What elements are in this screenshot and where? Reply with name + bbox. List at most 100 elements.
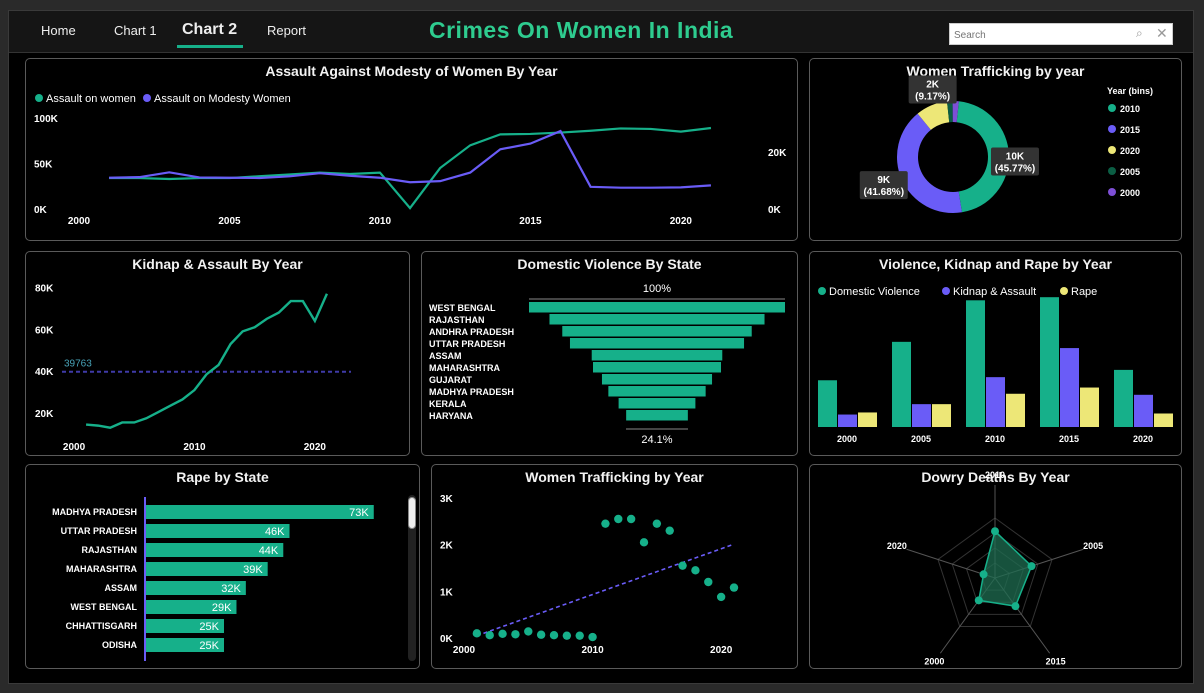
bar (146, 543, 284, 557)
bar (146, 619, 224, 633)
data-label: 25K (199, 621, 219, 633)
bar (146, 581, 246, 595)
data-label: 39K (243, 564, 263, 576)
bar (1040, 297, 1059, 427)
x-tick-label: 2000 (68, 216, 91, 227)
nav-home[interactable]: Home (41, 23, 76, 38)
chart-assault: Assault on women Assault on Modesty Women… (34, 93, 787, 227)
y-tick-label: 20K (35, 409, 54, 420)
scrollbar[interactable] (408, 495, 416, 661)
radar-point (979, 570, 988, 579)
legend-marker (1108, 125, 1116, 133)
y-tick-label: 3K (440, 494, 454, 505)
scatter-point (704, 577, 713, 587)
y-tick-label: 0K (440, 634, 454, 645)
scatter-point (639, 538, 649, 547)
radar-area (977, 529, 1033, 607)
series-line (109, 126, 712, 210)
category-label: ANDHRA PRADESH (429, 327, 514, 337)
legend-marker (818, 287, 826, 295)
chart-trafficking-donut: 10K(45.77%) 9K(41.68%) 2K(9.17%) Year (bins… (859, 75, 1153, 214)
y-tick-label: 40K (35, 367, 54, 378)
category-label: UTTAR PRADESH (61, 526, 137, 536)
radar-axis-label: 2000 (924, 656, 944, 666)
x-tick-label: 2020 (710, 645, 733, 656)
funnel-bar (529, 302, 785, 313)
data-label-box (908, 75, 957, 104)
scatter-point (524, 627, 533, 636)
scatter-point (575, 631, 584, 640)
category-label: HARYANA (429, 411, 473, 421)
category-label: WEST BENGAL (429, 303, 496, 313)
legend-title: Year (bins) (1107, 86, 1153, 96)
funnel-bar (562, 326, 752, 337)
bar (912, 404, 931, 427)
average-label: 39763 (64, 359, 92, 370)
x-tick-label: 2015 (519, 216, 542, 227)
close-icon[interactable]: ✕ (1156, 25, 1168, 41)
chart-kidnap: 20K 40K 60K 80K 2000 2010 2020 39763 (35, 283, 351, 453)
chart-title: Kidnap & Assault By Year (132, 256, 303, 272)
y-tick-label: 1K (440, 587, 454, 598)
scatter-point (588, 632, 597, 642)
bar (1114, 369, 1133, 427)
category-label: ASSAM (104, 583, 137, 593)
donut-slice (897, 113, 962, 214)
category-label: ASSAM (429, 351, 462, 361)
scatter-point (498, 629, 507, 638)
bar (146, 562, 268, 576)
chart-dowry: 2010 2005 2015 2000 2020 (887, 470, 1103, 667)
search-icon[interactable]: ⌕ (1136, 26, 1143, 40)
panel-assault: Assault Against Modesty of Women By Year… (25, 58, 798, 241)
y2-tick-label: 20K (768, 148, 787, 159)
x-tick-label: 2010 (369, 216, 392, 227)
y2-tick-label: 0K (768, 205, 782, 216)
nav-chart-1[interactable]: Chart 1 (114, 23, 157, 38)
bar (932, 404, 951, 427)
legend-label: 2015 (1120, 125, 1140, 135)
radar-axis-label: 2005 (1083, 541, 1103, 551)
legend-label: 2020 (1120, 146, 1140, 156)
funnel-bar (618, 398, 696, 409)
radar-point (974, 596, 983, 605)
search-input[interactable] (954, 26, 1130, 44)
legend-label: 2005 (1120, 167, 1140, 177)
bar (146, 600, 237, 614)
x-tick-label: 2005 (218, 216, 241, 227)
chart-domestic: 100% WEST BENGAL RAJASTHAN ANDHRA PRADESH UT… (429, 283, 785, 446)
radar-axis-label: 2020 (887, 541, 907, 551)
data-label: 2K (926, 79, 940, 90)
bar (146, 524, 290, 538)
nav-chart-2[interactable]: Chart 2 (182, 21, 238, 38)
scatter-point (691, 566, 700, 575)
legend-marker (1108, 146, 1116, 154)
panel-trafficking-scatter: Women Trafficking by Year 0K 1K 2K 3K 2000 20… (431, 464, 798, 669)
chart-title: Rape by State (176, 469, 269, 485)
data-label: (45.77%) (995, 163, 1036, 174)
nav-report[interactable]: Report (267, 23, 307, 38)
y-tick-label: 60K (35, 325, 54, 336)
page-title: Crimes On Women In India (429, 17, 734, 43)
chart-title: Assault Against Modesty of Women By Year (265, 63, 558, 79)
category-label: KERALA (429, 399, 467, 409)
category-label: MADHYA PRADESH (52, 507, 137, 517)
bar (146, 638, 224, 652)
x-tick-label: 2010 (581, 645, 604, 656)
category-label: RAJASTHAN (81, 545, 137, 555)
panel-rape: Rape by State MADHYA PRADESH 73K UTTAR PRA… (25, 464, 420, 669)
x-tick-label: 2010 (183, 442, 206, 453)
data-label: 10K (1006, 151, 1025, 162)
funnel-bar (626, 410, 688, 421)
scatter-point (601, 519, 610, 528)
bar (1060, 348, 1079, 427)
scrollbar-thumb[interactable] (408, 497, 416, 529)
legend-label: 2000 (1120, 188, 1140, 198)
data-label: 29K (212, 602, 232, 614)
legend-marker (1108, 188, 1116, 196)
donut-slice (917, 101, 950, 130)
legend-label: Assault on women (46, 93, 136, 105)
data-label: (9.17%) (915, 91, 950, 102)
radar-grid (951, 532, 1039, 615)
category-label: MAHARASHTRA (66, 564, 137, 574)
legend-marker (143, 94, 151, 102)
